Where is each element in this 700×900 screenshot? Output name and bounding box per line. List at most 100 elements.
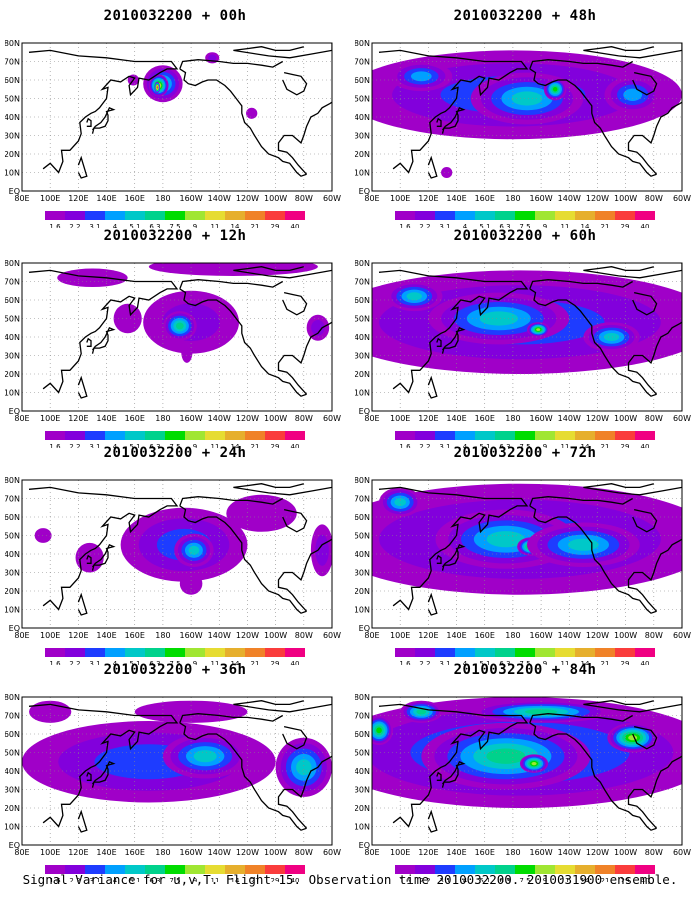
colorbar-label: 29 [271,660,280,665]
colorbar-swatch [635,865,655,874]
lat-tick-label: 30N [355,569,370,578]
colorbar-swatch [455,211,475,220]
panel-title: 2010032200 + 84h [453,662,597,678]
colorbar-label: 1.6 [399,660,411,665]
colorbar-swatch [45,648,65,657]
lon-tick-label: 100W [264,631,287,640]
colorbar-label: 2.2 [419,223,430,228]
map-area [22,43,332,191]
lon-tick-label: 80W [295,848,313,857]
colorbar-swatch [515,865,535,874]
colorbar-swatch [395,211,415,220]
coastline [86,337,92,347]
lat-tick-label: EQ [359,624,370,633]
colorbar-swatch [515,648,535,657]
lon-tick-label: 80W [645,414,663,423]
lat-tick-label: 70N [5,712,20,721]
colorbar-label: 3.1 [439,660,450,665]
coastline [233,697,332,713]
colorbar-swatch [165,865,185,874]
variance-contour [486,748,526,764]
lat-tick-label: 30N [5,786,20,795]
colorbar-label: 2.2 [69,223,80,228]
colorbar-swatch [535,431,555,440]
lat-tick-label: 30N [5,352,20,361]
lon-tick-label: 100W [264,414,287,423]
colorbar-swatch [615,211,635,220]
lon-tick-label: 60W [323,194,341,203]
colorbar-label: 6.3 [149,660,160,665]
colorbar-label: 11 [561,877,570,882]
colorbar-swatch [245,211,265,220]
lat-tick-label: 40N [355,550,370,559]
lat-tick-label: 80N [355,693,370,702]
lat-tick-label: 20N [5,587,20,596]
colorbar-label: 29 [621,223,630,228]
lat-tick-label: 80N [5,476,20,485]
colorbar-label: 29 [271,877,280,882]
lat-tick-label: 10N [355,389,370,398]
colorbar-label: 9 [543,660,547,665]
panel-12h: 2010032200 + 12h 80N 70N 60N 50N 40N 30N 20N 10… [5,228,345,448]
colorbar-swatch [435,211,455,220]
lat-tick-label: 60N [355,296,370,305]
panel-24h: 2010032200 + 24h 80N 70N 60N 50N 40N 30N 20N 10… [5,445,345,665]
lon-tick-label: 160E [475,631,495,640]
lon-tick-label: 140W [558,631,581,640]
colorbar-swatch [395,865,415,874]
lon-tick-label: 120E [68,631,88,640]
lat-tick-label: EQ [359,187,370,196]
lon-tick-label: 60W [673,848,691,857]
coastline [77,592,88,616]
lat-tick-label: 80N [5,693,20,702]
colorbar-swatch [185,865,205,874]
lon-tick-label: 160W [179,631,202,640]
lon-tick-label: 100W [614,848,637,857]
coastline [28,49,179,174]
lon-tick-label: 120W [586,194,609,203]
lon-tick-label: 100W [614,414,637,423]
colorbar-label: 6.3 [499,877,510,882]
panel-title: 2010032200 + 12h [103,228,247,244]
lon-tick-label: 140W [208,194,231,203]
coastline [427,592,438,616]
colorbar-swatch [125,865,145,874]
colorbar-swatch [495,211,515,220]
coastline [277,321,332,395]
coastline [529,713,634,724]
lat-tick-label: 10N [5,169,20,178]
lon-tick-label: 160W [529,194,552,203]
variance-contour [296,759,312,776]
lon-tick-label: 180 [155,848,170,857]
panel-36h: 2010032200 + 36h 80N 70N 60N 50N 40N 30N 20N 10… [5,662,345,882]
colorbar-swatch [205,211,225,220]
colorbar-label: 11 [211,443,220,448]
colorbar-swatch [395,648,415,657]
lat-tick-label: 50N [355,315,370,324]
coastline [436,337,442,347]
coastline [233,263,332,279]
coastline [91,760,116,788]
colorbar-label: 1.6 [399,443,411,448]
colorbar-label: 29 [271,443,280,448]
lon-tick-label: 80W [295,194,313,203]
lat-tick-label: 20N [355,150,370,159]
coastline [529,505,657,614]
coastline [436,771,442,781]
coastline [441,760,466,788]
colorbar-swatch [615,648,635,657]
lon-tick-label: 80E [364,848,379,857]
coastline [627,321,682,395]
panel-72h: 2010032200 + 72h 80N 70N 60N 50N 40N 30N 20N 10… [355,445,695,665]
lon-tick-label: 120W [236,194,259,203]
lon-tick-label: 180 [505,631,520,640]
lon-tick-label: 160E [125,414,145,423]
colorbar-label: 21 [251,443,260,448]
colorbar-swatch [125,648,145,657]
map-frame [371,696,683,846]
colorbar-swatch [205,431,225,440]
lon-tick-label: 100W [264,194,287,203]
map-area [372,43,682,191]
